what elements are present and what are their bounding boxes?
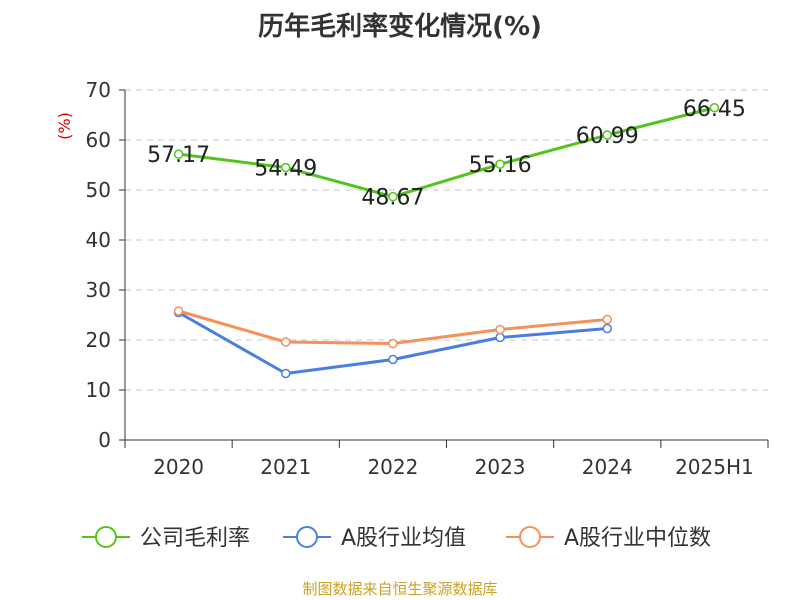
data-label: 48.67 (361, 186, 424, 211)
y-tick-label: 40 (86, 228, 111, 252)
legend-item: 公司毛利率 (82, 526, 250, 551)
data-label: 66.45 (683, 97, 746, 122)
y-tick-label: 10 (86, 378, 111, 402)
legend-label: A股行业中位数 (564, 526, 711, 551)
data-point (495, 324, 505, 335)
data-point (388, 191, 398, 202)
x-tick-label: 2022 (367, 455, 418, 479)
x-tick-label: 2020 (153, 455, 204, 479)
data-point (495, 159, 505, 169)
data-point (173, 149, 184, 159)
data-point (388, 354, 398, 365)
data-point (602, 323, 612, 334)
data-point (281, 337, 291, 347)
x-tick-label: 2025H1 (675, 455, 754, 479)
y-tick-label: 20 (86, 328, 111, 352)
data-point (602, 130, 612, 140)
data-label: 55.16 (469, 153, 532, 178)
y-tick-label: 30 (86, 278, 111, 302)
y-tick-label: 60 (86, 128, 111, 152)
x-tick-label: 2021 (260, 455, 311, 479)
data-label: 57.17 (147, 143, 210, 168)
axes: 0 10 20 30 40 50 60 70 (%) 2020 2021 2022 2023 2024 20… (55, 78, 769, 479)
chart-title: 历年毛利率变化情况(%) (258, 12, 542, 42)
legend-label: A股行业均值 (341, 526, 466, 551)
data-label: 60.99 (576, 124, 639, 149)
data-point (495, 332, 505, 343)
legend-label: 公司毛利率 (140, 526, 250, 551)
data-point (602, 314, 612, 325)
legend-marker (296, 526, 318, 548)
y-tick-label: 50 (86, 178, 111, 202)
data-label: 54.49 (254, 157, 317, 182)
data-point (281, 368, 291, 379)
data-point (388, 338, 398, 349)
series-line (178, 106, 715, 199)
legend: 公司毛利率 A股行业均值 A股行业中位数 (82, 526, 711, 551)
x-tick-label: 2024 (582, 455, 633, 479)
y-axis-label: (%) (55, 112, 74, 140)
x-tick-label: 2023 (475, 455, 526, 479)
data-point (173, 306, 184, 316)
data-labels: 57.17 54.49 48.67 55.16 60.99 66.45 (147, 97, 746, 211)
y-tick-label: 70 (86, 78, 111, 102)
legend-item: A股行业均值 (283, 526, 466, 551)
series-line (178, 309, 608, 345)
y-tick-label: 0 (98, 428, 111, 452)
series-lines (173, 103, 720, 379)
legend-item: A股行业中位数 (506, 526, 711, 551)
legend-marker (519, 526, 541, 548)
grid-lines (125, 89, 768, 391)
data-point (709, 103, 720, 113)
source-footer: 制图数据来自恒生聚源数据库 (302, 580, 498, 598)
legend-marker (95, 526, 117, 548)
data-point (281, 162, 291, 173)
